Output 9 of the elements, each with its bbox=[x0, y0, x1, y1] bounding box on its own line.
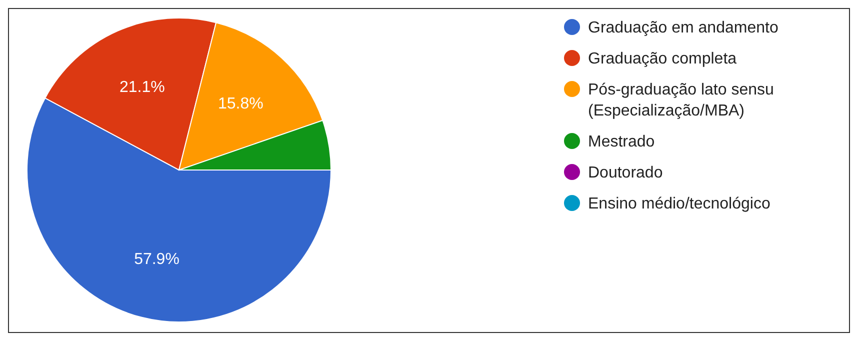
data-label: 15.8% bbox=[218, 95, 264, 112]
data-label: 21.1% bbox=[119, 79, 165, 96]
legend-label: Doutorado bbox=[588, 164, 663, 182]
legend-label: Pós-graduação lato sensu (Especialização/MBA) bbox=[588, 82, 774, 120]
legend-label: Graduação em andamento bbox=[588, 20, 778, 37]
data-label: 57.9% bbox=[134, 251, 180, 268]
legend-label: Ensino médio/tecnológico bbox=[588, 196, 770, 213]
legend-label: Mestrado bbox=[588, 134, 655, 151]
legend-label: Graduação completa bbox=[588, 50, 737, 68]
